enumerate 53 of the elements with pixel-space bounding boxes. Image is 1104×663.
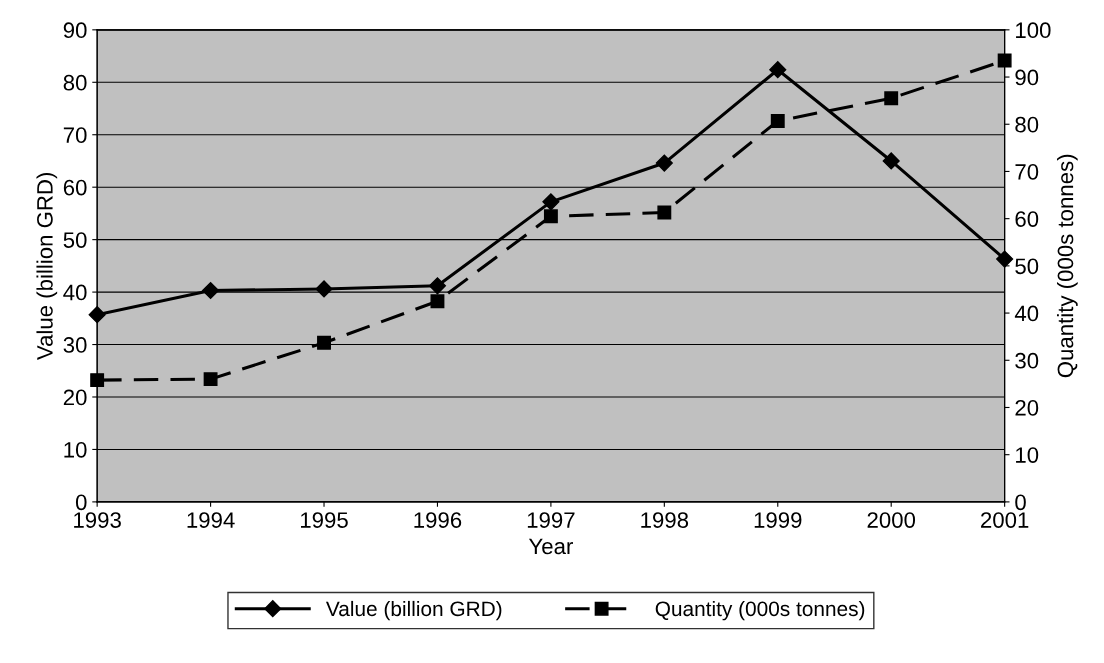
y-tick-label: 50 [63, 232, 87, 248]
point [543, 209, 558, 224]
y2-axis-title: Quantity (000s tonnes) [1056, 154, 1078, 378]
x-tick-label: 1999 [754, 512, 802, 528]
y-axis-title: Value (billion GRD) [36, 172, 58, 361]
point [542, 193, 560, 211]
y-tick-label: 10 [64, 441, 87, 458]
x-axis-title: Year [528, 538, 573, 555]
y2-tick-label: 40 [1014, 305, 1039, 322]
y2-tick-label: 30 [1015, 352, 1039, 369]
point [882, 152, 900, 170]
point [428, 277, 447, 295]
y2-tick-label: 10 [1016, 447, 1039, 463]
point [203, 372, 218, 387]
legend-label: Quantity (000s tonnes) [655, 600, 865, 621]
y2-tick-label: 50 [1015, 258, 1039, 275]
y2-tick-label: 90 [1015, 69, 1039, 86]
legend-label: Value (billion GRD) [325, 600, 502, 621]
point [88, 306, 106, 324]
x-tick-label: 2000 [867, 512, 916, 528]
y2-tick-label: 20 [1015, 400, 1039, 416]
point [430, 294, 445, 309]
y-tick-label: 80 [63, 74, 87, 91]
point [657, 205, 672, 220]
point [317, 335, 331, 350]
y2-tick-label: 70 [1015, 163, 1039, 180]
y-tick-label: 60 [63, 179, 87, 196]
y2-tick-label: 80 [1015, 116, 1039, 133]
x-tick-label: 1998 [641, 512, 689, 528]
x-tick-label: 1997 [527, 512, 575, 528]
x-tick-label: 1996 [414, 512, 462, 528]
y-tick-label: 0 [75, 494, 87, 511]
point [315, 280, 333, 298]
y-tick-label: 20 [63, 389, 87, 406]
y-tick-label: 70 [63, 127, 87, 144]
y2-tick-label: 100 [1016, 22, 1051, 39]
point [655, 154, 673, 172]
x-tick-label: 1994 [187, 512, 235, 528]
point [996, 250, 1014, 268]
x-tick-label: 2001 [981, 512, 1029, 528]
point [202, 281, 220, 300]
y-tick-label: 90 [63, 22, 87, 39]
y2-tick-label: 60 [1015, 211, 1039, 227]
y-tick-label: 30 [63, 337, 87, 353]
point [770, 113, 785, 128]
point [90, 373, 105, 388]
point [769, 61, 787, 79]
x-tick-label: 1995 [301, 512, 348, 528]
x-tick-label: 1993 [74, 512, 121, 528]
point [997, 53, 1012, 68]
y2-tick-label: 0 [1015, 494, 1026, 511]
point [884, 91, 899, 106]
y-tick-label: 40 [63, 284, 87, 301]
